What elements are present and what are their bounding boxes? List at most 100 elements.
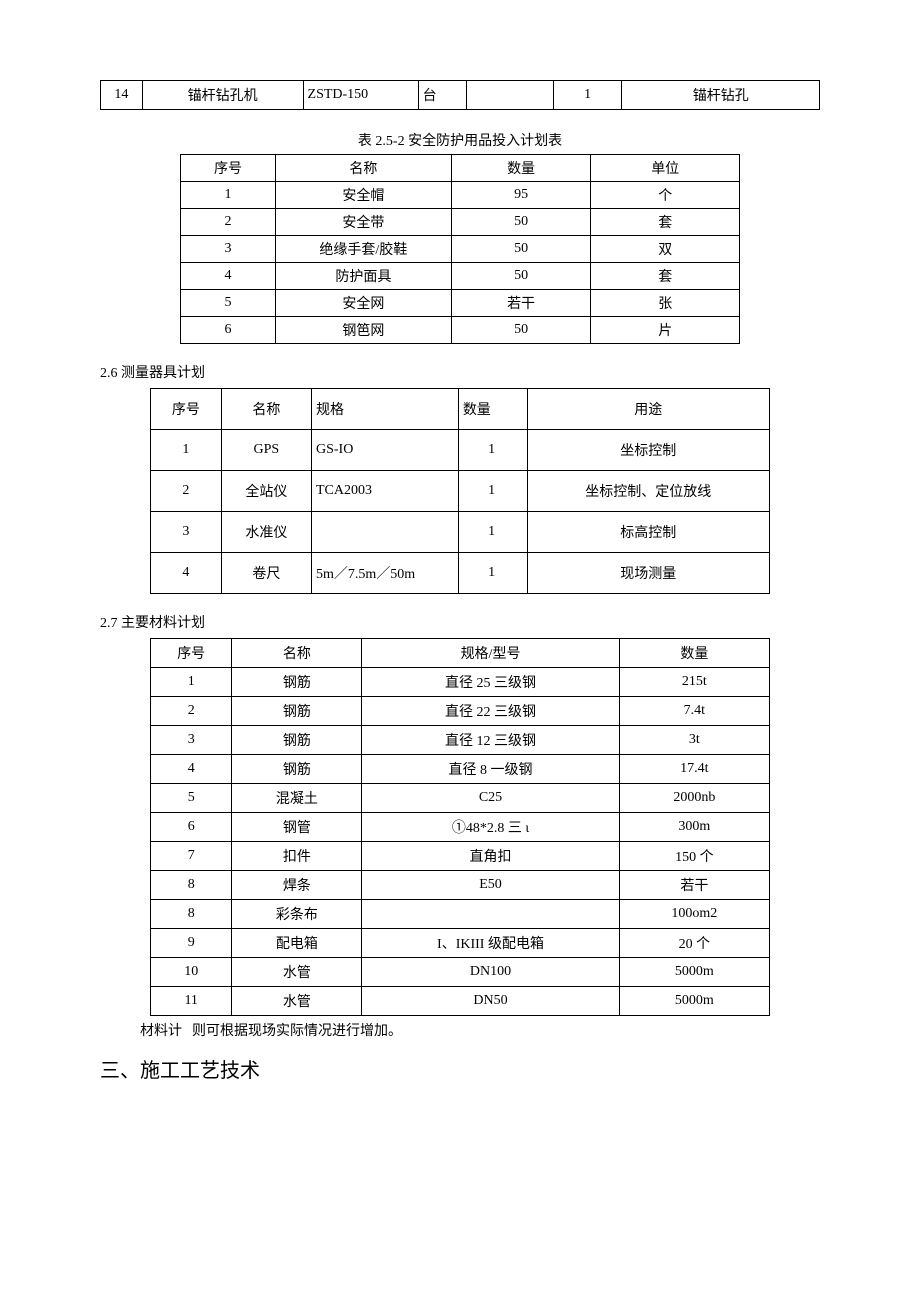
cell-blank <box>467 81 553 110</box>
cell: 215t <box>619 668 769 697</box>
cell: GPS <box>221 430 311 471</box>
cell: 5 <box>181 290 276 317</box>
cell: 1 <box>458 512 527 553</box>
cell: 直径 25 三级钢 <box>362 668 619 697</box>
table-row: 2安全带50套 <box>181 209 740 236</box>
cell-unit: 台 <box>418 81 467 110</box>
cell: 2 <box>151 697 232 726</box>
materials-note: 材料计则可根据现场实际情况进行增加。 <box>140 1020 820 1040</box>
cell: 个 <box>591 182 740 209</box>
cell: 20 个 <box>619 929 769 958</box>
cell <box>362 900 619 929</box>
cell: 5000m <box>619 958 769 987</box>
cell-index: 14 <box>101 81 143 110</box>
cell: 50 <box>451 236 591 263</box>
cell: 7 <box>151 842 232 871</box>
cell: 3t <box>619 726 769 755</box>
table-header-row: 序号 名称 数量 单位 <box>181 155 740 182</box>
table-row: 11水管DN505000m <box>151 987 770 1016</box>
col-header: 名称 <box>221 389 311 430</box>
cell: 绝缘手套/胶鞋 <box>275 236 451 263</box>
cell: 直径 12 三级钢 <box>362 726 619 755</box>
table-row: 3水准仪1标高控制 <box>151 512 770 553</box>
col-header: 用途 <box>527 389 769 430</box>
table-row: 9配电箱I、IKIII 级配电箱20 个 <box>151 929 770 958</box>
cell: 直径 8 一级钢 <box>362 755 619 784</box>
col-header: 序号 <box>151 639 232 668</box>
table-row: 2钢筋直径 22 三级钢7.4t <box>151 697 770 726</box>
table-row: 1GPSGS-IO1坐标控制 <box>151 430 770 471</box>
cell: GS-IO <box>312 430 459 471</box>
cell: 安全带 <box>275 209 451 236</box>
cell: 1 <box>181 182 276 209</box>
cell: 套 <box>591 263 740 290</box>
table-row: 1钢筋直径 25 三级钢215t <box>151 668 770 697</box>
cell: 100om2 <box>619 900 769 929</box>
cell: 10 <box>151 958 232 987</box>
cell: 4 <box>151 755 232 784</box>
table-row: 1安全帽95个 <box>181 182 740 209</box>
cell: 张 <box>591 290 740 317</box>
cell: DN100 <box>362 958 619 987</box>
cell: 坐标控制 <box>527 430 769 471</box>
cell: 安全网 <box>275 290 451 317</box>
cell: 300m <box>619 813 769 842</box>
table-row: 2全站仪TCA20031坐标控制、定位放线 <box>151 471 770 512</box>
cell: 混凝土 <box>232 784 362 813</box>
cell: 2 <box>181 209 276 236</box>
cell: 套 <box>591 209 740 236</box>
cell: 卷尺 <box>221 553 311 594</box>
cell-model: ZSTD-150 <box>303 81 418 110</box>
cell: 水管 <box>232 958 362 987</box>
col-header: 数量 <box>458 389 527 430</box>
cell: 双 <box>591 236 740 263</box>
table-2-5-2-caption: 表 2.5-2 安全防护用品投入计划表 <box>100 130 820 150</box>
table-row: 7扣件直角扣150 个 <box>151 842 770 871</box>
table-row: 5安全网若干张 <box>181 290 740 317</box>
cell: 17.4t <box>619 755 769 784</box>
cell: 1 <box>458 430 527 471</box>
cell: 片 <box>591 317 740 344</box>
col-header: 数量 <box>619 639 769 668</box>
cell: 6 <box>181 317 276 344</box>
table-row: 5混凝土C252000nb <box>151 784 770 813</box>
table-row: 6钢笆网50片 <box>181 317 740 344</box>
table-row: 3绝缘手套/胶鞋50双 <box>181 236 740 263</box>
table-row: 8焊条E50若干 <box>151 871 770 900</box>
table-row: 4钢筋直径 8 一级钢17.4t <box>151 755 770 784</box>
table-row: 6钢管①48*2.8 三 ι300m <box>151 813 770 842</box>
table-row: 4卷尺5m／7.5m／50m1现场测量 <box>151 553 770 594</box>
cell: 3 <box>151 512 222 553</box>
cell: 直径 22 三级钢 <box>362 697 619 726</box>
col-header: 单位 <box>591 155 740 182</box>
cell: 若干 <box>451 290 591 317</box>
cell: 50 <box>451 209 591 236</box>
col-header: 名称 <box>275 155 451 182</box>
col-header: 数量 <box>451 155 591 182</box>
cell: 7.4t <box>619 697 769 726</box>
cell: 5 <box>151 784 232 813</box>
cell: 扣件 <box>232 842 362 871</box>
section-2-7-title: 2.7 主要材料计划 <box>100 612 820 632</box>
table-row: 4防护面具50套 <box>181 263 740 290</box>
cell: 8 <box>151 871 232 900</box>
cell: 标高控制 <box>527 512 769 553</box>
cell: 8 <box>151 900 232 929</box>
table-header-row: 序号 名称 规格 数量 用途 <box>151 389 770 430</box>
cell: 钢筋 <box>232 726 362 755</box>
cell: 9 <box>151 929 232 958</box>
cell: 3 <box>181 236 276 263</box>
col-header: 规格/型号 <box>362 639 619 668</box>
table-row: 3钢筋直径 12 三级钢3t <box>151 726 770 755</box>
cell: 11 <box>151 987 232 1016</box>
cell-use: 锚杆钻孔 <box>622 81 820 110</box>
cell: 5m／7.5m／50m <box>312 553 459 594</box>
cell: 2000nb <box>619 784 769 813</box>
cell: 配电箱 <box>232 929 362 958</box>
cell: TCA2003 <box>312 471 459 512</box>
cell: 钢管 <box>232 813 362 842</box>
table-header-row: 序号 名称 规格/型号 数量 <box>151 639 770 668</box>
cell: 3 <box>151 726 232 755</box>
cell: 1 <box>458 553 527 594</box>
cell: 50 <box>451 263 591 290</box>
